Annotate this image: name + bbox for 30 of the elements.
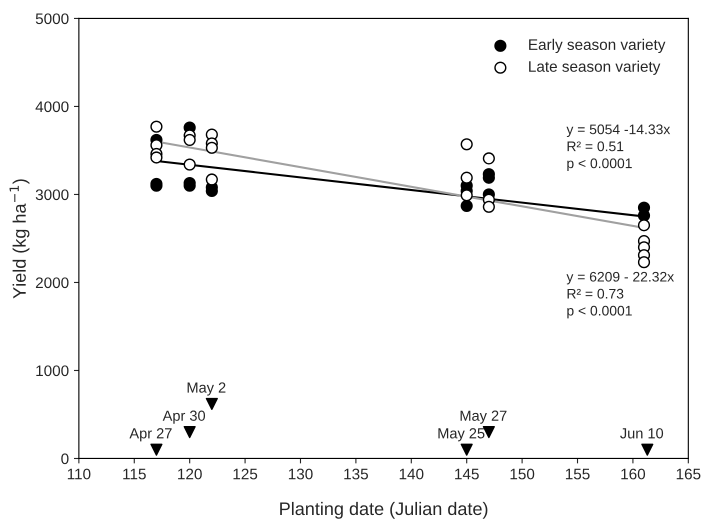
x-tick-label: 135 (344, 468, 368, 480)
annotation: Jun 10 (620, 428, 664, 438)
y-tick-label: 3000 (36, 189, 69, 200)
y-tick-label: 5000 (36, 13, 69, 24)
annotation: Apr 30 (162, 410, 206, 424)
x-tick-label: 165 (676, 468, 700, 480)
x-tick-label: 115 (123, 468, 146, 480)
x-tick-label: 130 (288, 468, 313, 480)
annotation: y = 5054 -14.33x R² = 0.51 p < 0.0001 (566, 124, 670, 171)
x-tick-label: 150 (510, 468, 534, 480)
x-tick-label: 125 (234, 468, 258, 480)
annotation: May 27 (460, 410, 506, 424)
y-tick-label: 1000 (36, 365, 69, 376)
x-tick-label: 110 (68, 468, 90, 480)
x-tick-label: 155 (566, 468, 590, 480)
x-tick-label: 145 (455, 468, 479, 480)
x-tick-label: 160 (621, 468, 646, 480)
annotation: y = 6209 - 22.32x R² = 0.73 p < 0.0001 (566, 272, 674, 318)
annotation: Apr 27 (129, 428, 172, 442)
legend-label: Late season variety (529, 60, 660, 75)
legend-label: Early season variety (529, 38, 666, 54)
y-axis-title: Yield (kg ha$^{−1}$) (10, 179, 30, 298)
annotation: May 25 (438, 428, 484, 442)
y-tick-label: 2000 (36, 277, 69, 288)
y-tick-label: 4000 (36, 101, 69, 112)
x-tick-label: 140 (400, 468, 424, 480)
annotation: May 2 (188, 382, 226, 396)
y-tick-label: 0 (61, 453, 69, 464)
x-tick-label: 120 (178, 468, 202, 480)
x-axis-title: Planting date (Julian date) (280, 502, 488, 519)
